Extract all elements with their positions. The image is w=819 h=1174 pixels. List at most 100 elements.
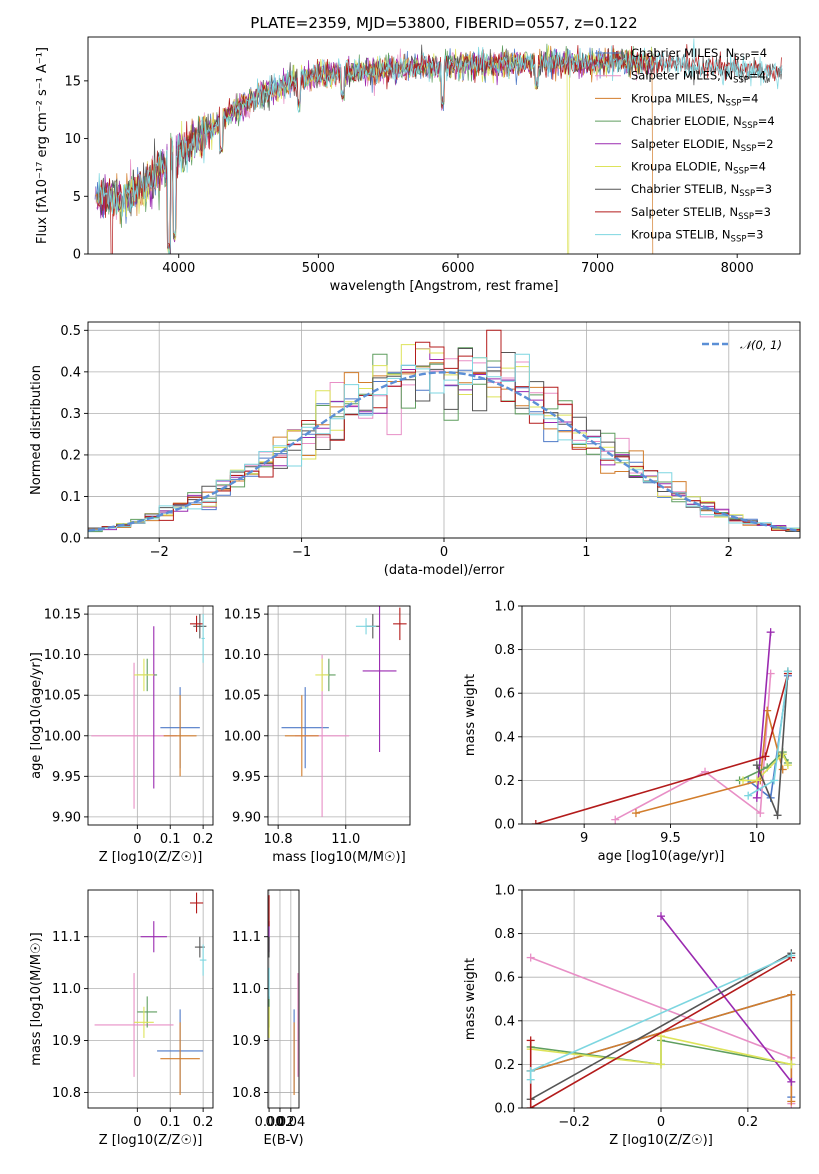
weight-marker-kroupa_elodie — [739, 776, 748, 785]
x-tick-label: 0.04 — [276, 1115, 305, 1130]
errorbar-salpeter_elodie — [362, 606, 397, 752]
y-tick-label: 10 — [64, 132, 81, 147]
y-tick-label: 0.5 — [60, 324, 81, 339]
weight-marker-kroupa_miles — [787, 990, 796, 999]
y-tick-label: 0.0 — [494, 1102, 515, 1117]
y-axis-label: mass [log10(M/M☉)] — [29, 932, 44, 1065]
axes-frame — [87, 36, 801, 255]
errorbar-salpeter_miles — [94, 973, 174, 1077]
x-axis-label: Z [log10(Z/Z☉)] — [99, 1133, 203, 1148]
legend-label-kroupa_miles: Kroupa MILES, NSSP=4 — [631, 91, 758, 108]
weight-line-chabrier_stelib — [530, 952, 792, 1100]
errorbar-kroupa_miles — [284, 695, 319, 777]
legend-label-chabrier_miles: Chabrier MILES, NSSP=4 — [631, 46, 767, 63]
y-tick-label: 0.8 — [494, 927, 515, 942]
panel-spectrum: 4000 5000 6000 7000 8000 0 5 10 15 wavelength [An… — [35, 36, 801, 294]
x-tick-label: 11.0 — [331, 832, 360, 847]
weight-line-chabrier_elodie — [739, 750, 789, 782]
weight-marker-salpeter_elodie — [657, 912, 665, 921]
x-axis-label: wavelength [Angstrom, rest frame] — [330, 279, 559, 294]
errorbar-chabrier_miles — [281, 687, 329, 769]
weight-line-kroupa_elodie — [530, 1035, 792, 1066]
weight-line-kroupa_elodie — [743, 752, 789, 782]
legend-label-salpeter_miles: Salpeter MILES, NSSP=4 — [631, 69, 766, 86]
legend-label-salpeter_elodie: Salpeter ELODIE, NSSP=2 — [631, 137, 774, 154]
errorbar-chabrier_stelib — [193, 614, 207, 639]
x-tick-label: 1 — [582, 545, 590, 560]
weight-line-salpeter_miles — [614, 673, 772, 821]
y-tick-label: 10.00 — [44, 729, 81, 744]
y-tick-label: 10.10 — [224, 648, 261, 663]
y-axis-label: Flux [fλ10⁻¹⁷ erg cm⁻² s⁻¹ A⁻¹] — [35, 47, 50, 244]
figure-title: PLATE=2359, MJD=53800, FIBERID=0557, z=0… — [250, 14, 637, 32]
legend-label-chabrier_stelib: Chabrier STELIB, NSSP=3 — [631, 182, 772, 199]
y-tick-label: 10.05 — [44, 689, 81, 704]
x-tick-label: 0.02 — [265, 1115, 294, 1130]
plot-area — [526, 912, 796, 1108]
weight-marker-kroupa_stelib — [783, 667, 792, 676]
weight-marker-kroupa_stelib — [744, 791, 753, 800]
x-tick-label: 9 — [580, 831, 588, 846]
y-axis-label: age [log10(age/yr)] — [29, 652, 44, 779]
weight-marker-salpeter_stelib — [526, 1104, 535, 1108]
panel-weight_vs_Z: −0.2 0 0.2 0.0 0.2 0.4 0.6 0.8 1.0 Z [log10(Z/Z☉)… — [463, 884, 801, 1148]
plot-area — [281, 606, 407, 817]
plot-area — [88, 329, 800, 538]
errorbar-salpeter_stelib — [189, 615, 204, 632]
weight-marker-salpeter_miles — [526, 953, 535, 962]
gaussian-reference-curve — [88, 371, 800, 532]
y-tick-label: 9.95 — [52, 770, 81, 785]
weight-marker-salpeter_stelib — [761, 752, 770, 761]
weight-marker-salpeter_miles — [611, 815, 620, 824]
errorbar-kroupa_elodie — [134, 658, 154, 692]
legend-label-salpeter_stelib: Salpeter STELIB, NSSP=3 — [631, 205, 771, 222]
errorbar-kroupa_stelib — [199, 944, 207, 976]
weight-marker-salpeter_elodie — [752, 793, 761, 802]
axes-frame — [87, 605, 214, 826]
y-tick-label: 0.6 — [494, 971, 515, 986]
weight-marker-kroupa_stelib — [526, 1075, 535, 1084]
x-axis-label: Z [log10(Z/Z☉)] — [99, 850, 203, 865]
y-tick-label: 0 — [73, 248, 81, 263]
y-tick-label: 0.4 — [60, 365, 81, 380]
y-tick-label: 0.6 — [494, 687, 515, 702]
y-tick-label: 10.10 — [44, 648, 81, 663]
weight-marker-chabrier_stelib — [773, 811, 782, 820]
y-tick-label: 9.95 — [232, 770, 261, 785]
plot-area — [91, 614, 207, 809]
panel-weight_vs_age: 9 9.5 10 0.0 0.2 0.4 0.6 0.8 1.0 age [log10(age/y… — [463, 600, 801, 864]
y-axis-label: Normed distribution — [29, 365, 44, 495]
y-tick-label: 0.4 — [494, 730, 515, 745]
legend-label-chabrier_elodie: Chabrier ELODIE, NSSP=4 — [631, 114, 775, 131]
y-tick-label: 0.4 — [494, 1014, 515, 1029]
errorbar-kroupa_stelib — [355, 618, 377, 635]
errorbar-salpeter_elodie — [140, 921, 167, 953]
y-tick-label: 10.05 — [224, 689, 261, 704]
weight-marker-kroupa_stelib — [526, 1066, 535, 1075]
x-tick-label: 9.5 — [660, 831, 681, 846]
errorbar-kroupa_miles — [163, 695, 197, 777]
panel-age_vs_mass: 10.8 11.0 9.90 9.95 10.00 10.05 10.10 10.15 mass… — [224, 605, 411, 865]
y-tick-label: 10.15 — [224, 608, 261, 623]
errorbar-kroupa_miles — [160, 1022, 200, 1096]
y-tick-label: 0.3 — [60, 407, 81, 422]
panel-mass_vs_Z: 0 0.1 0.2 10.8 10.9 11.0 11.1 Z [log10(Z/Z☉)] ma… — [29, 889, 214, 1148]
axes-frame — [267, 605, 411, 826]
plot-area — [94, 38, 783, 254]
x-tick-label: 0 — [440, 545, 448, 560]
x-tick-label: 8000 — [721, 261, 754, 276]
x-tick-label: 0.1 — [160, 832, 181, 847]
panel-mass_vs_ebv: 0.000.020.04 10.8 10.9 11.0 11.1 E(B-V) — [232, 889, 305, 1148]
x-axis-label: Z [log10(Z/Z☉)] — [609, 1133, 713, 1148]
panel-age_vs_Z: 0 0.1 0.2 9.90 9.95 10.00 10.05 10.10 10.15 Z [lo… — [29, 605, 214, 865]
weight-marker-kroupa_stelib — [787, 951, 796, 960]
plot-area — [268, 895, 299, 1096]
weight-marker-kroupa_elodie — [787, 1060, 796, 1069]
panel-residuals: −2 −1 0 1 2 0.0 0.1 0.2 0.3 0.4 0.5 (data-model)/er… — [29, 321, 801, 578]
y-tick-label: 10.8 — [232, 1086, 261, 1101]
x-tick-label: 5000 — [302, 261, 335, 276]
axes-frame — [87, 889, 214, 1109]
